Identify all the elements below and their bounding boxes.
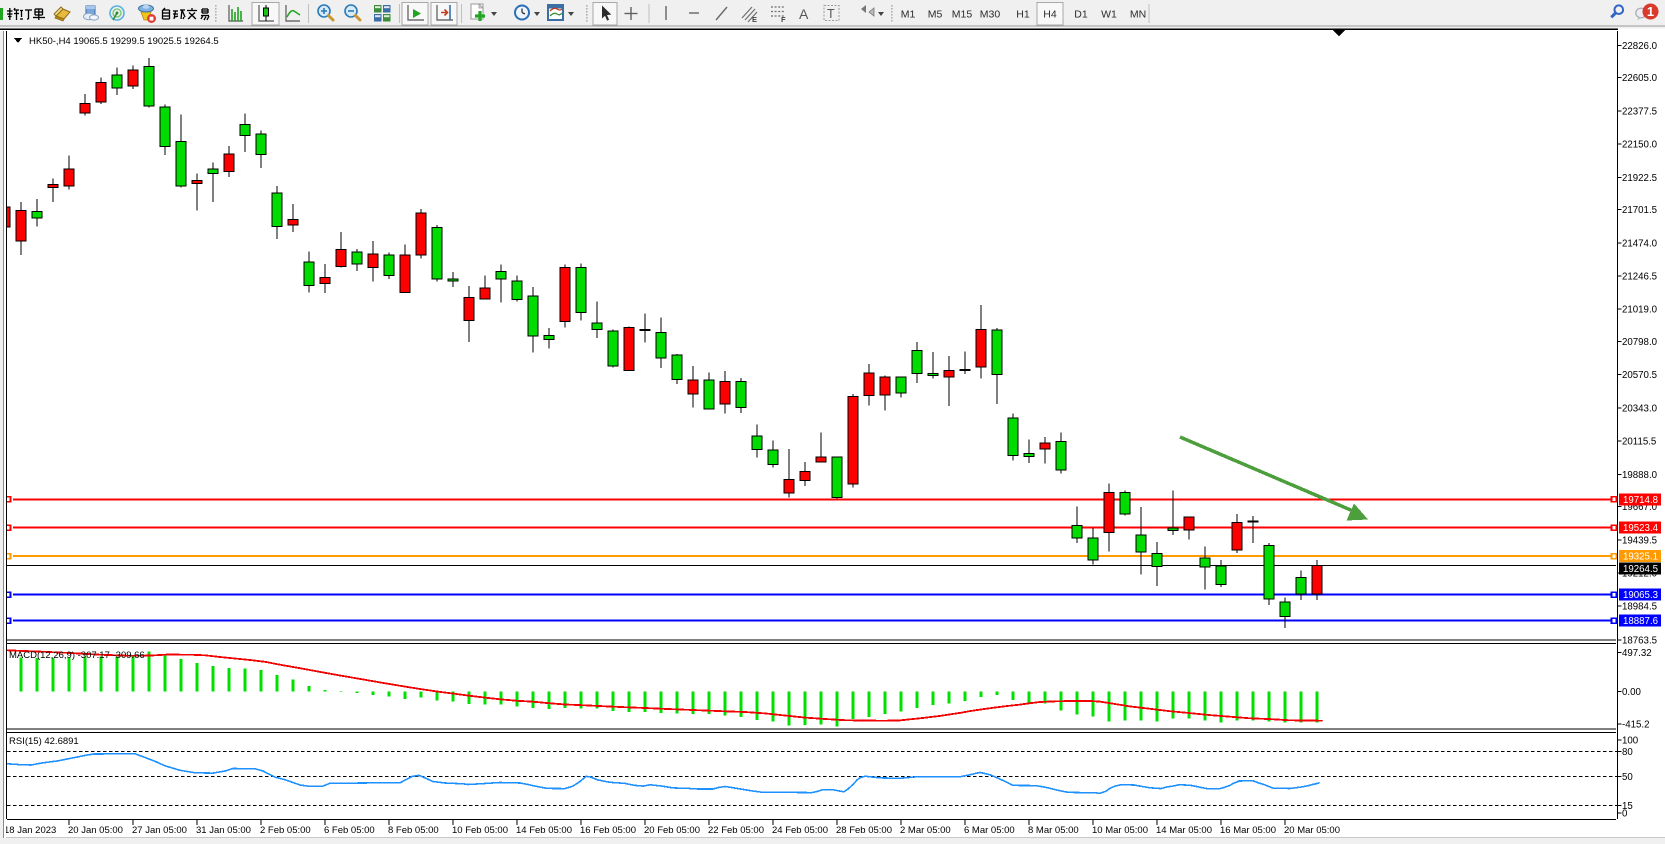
svg-text:19714.8: 19714.8 (1623, 495, 1658, 506)
svg-text:497.32: 497.32 (1622, 648, 1652, 659)
svg-text:15: 15 (1622, 801, 1633, 812)
svg-text:80: 80 (1622, 747, 1633, 758)
svg-text:H1: H1 (1016, 9, 1030, 21)
svg-text:27 Jan 05:00: 27 Jan 05:00 (132, 825, 187, 836)
svg-text:6 Mar 05:00: 6 Mar 05:00 (964, 825, 1015, 836)
svg-text:19888.0: 19888.0 (1622, 470, 1658, 481)
svg-text:W1: W1 (1101, 9, 1117, 21)
svg-text:22377.5: 22377.5 (1622, 106, 1657, 117)
svg-text:20 Feb 05:00: 20 Feb 05:00 (644, 825, 700, 836)
svg-text:E: E (752, 15, 757, 24)
svg-text:20570.5: 20570.5 (1622, 370, 1657, 381)
svg-text:31 Jan 05:00: 31 Jan 05:00 (196, 825, 251, 836)
svg-text:21701.5: 21701.5 (1622, 205, 1657, 216)
svg-text:19667.0: 19667.0 (1622, 502, 1658, 513)
svg-text:A: A (799, 6, 809, 22)
svg-text:21246.5: 21246.5 (1622, 272, 1657, 283)
svg-text:19523.4: 19523.4 (1623, 523, 1659, 534)
svg-text:16 Feb 05:00: 16 Feb 05:00 (580, 825, 636, 836)
svg-text:22 Feb 05:00: 22 Feb 05:00 (708, 825, 764, 836)
svg-text:M1: M1 (901, 9, 916, 21)
svg-text:28 Feb 05:00: 28 Feb 05:00 (836, 825, 892, 836)
svg-text:M30: M30 (980, 9, 1001, 21)
svg-text:MN: MN (1130, 9, 1146, 21)
svg-text:24 Feb 05:00: 24 Feb 05:00 (772, 825, 828, 836)
svg-text:20343.0: 20343.0 (1622, 403, 1658, 414)
svg-text:19065.3: 19065.3 (1623, 590, 1658, 601)
svg-text:20115.5: 20115.5 (1622, 437, 1656, 448)
svg-text:0: 0 (1622, 809, 1628, 820)
svg-text:21019.0: 21019.0 (1622, 305, 1658, 316)
svg-text:22826.0: 22826.0 (1622, 41, 1658, 52)
svg-text:14 Feb 05:00: 14 Feb 05:00 (516, 825, 572, 836)
svg-text:19439.5: 19439.5 (1622, 535, 1657, 546)
svg-text:18763.5: 18763.5 (1622, 636, 1657, 647)
svg-text:20 Mar 05:00: 20 Mar 05:00 (1284, 825, 1340, 836)
svg-text:19325.1: 19325.1 (1623, 552, 1658, 563)
svg-text:8 Mar 05:00: 8 Mar 05:00 (1028, 825, 1079, 836)
svg-text:18887.6: 18887.6 (1623, 616, 1658, 627)
svg-text:19264.5: 19264.5 (1623, 564, 1658, 575)
svg-text:22605.0: 22605.0 (1622, 73, 1658, 84)
svg-text:2 Mar 05:00: 2 Mar 05:00 (900, 825, 951, 836)
svg-text:MACD(12,26,9) -307.17 -309.66: MACD(12,26,9) -307.17 -309.66 (9, 650, 145, 661)
svg-text:F: F (781, 15, 786, 24)
svg-text:2 Feb 05:00: 2 Feb 05:00 (260, 825, 311, 836)
svg-text:8 Feb 05:00: 8 Feb 05:00 (388, 825, 439, 836)
svg-text:-415.2: -415.2 (1622, 719, 1649, 730)
svg-text:21922.5: 21922.5 (1622, 173, 1657, 184)
svg-text:0.00: 0.00 (1622, 687, 1641, 698)
svg-text:10 Feb 05:00: 10 Feb 05:00 (452, 825, 508, 836)
svg-text:10 Mar 05:00: 10 Mar 05:00 (1092, 825, 1148, 836)
svg-text:6 Feb 05:00: 6 Feb 05:00 (324, 825, 375, 836)
svg-text:HK50-,H4 19065.5 19299.5 1902: HK50-,H4 19065.5 19299.5 19025.5 19264.5 (29, 36, 219, 47)
svg-text:20798.0: 20798.0 (1622, 337, 1658, 348)
svg-text:20 Jan 05:00: 20 Jan 05:00 (68, 825, 123, 836)
svg-text:18 Jan 2023: 18 Jan 2023 (4, 825, 56, 836)
svg-text:100: 100 (1622, 735, 1639, 746)
svg-text:D1: D1 (1074, 9, 1088, 21)
svg-text:RSI(15) 42.6891: RSI(15) 42.6891 (9, 736, 79, 747)
svg-text:T: T (827, 7, 835, 21)
svg-text:21474.0: 21474.0 (1622, 238, 1658, 249)
svg-text:14 Mar 05:00: 14 Mar 05:00 (1156, 825, 1212, 836)
svg-text:18984.5: 18984.5 (1622, 602, 1657, 613)
svg-text:H4: H4 (1043, 9, 1057, 21)
svg-text:M5: M5 (928, 9, 943, 21)
svg-text:1: 1 (1647, 4, 1654, 19)
svg-text:50: 50 (1622, 772, 1633, 783)
svg-text:M15: M15 (952, 9, 973, 21)
svg-text:22150.0: 22150.0 (1622, 140, 1658, 151)
svg-text:16 Mar 05:00: 16 Mar 05:00 (1220, 825, 1276, 836)
